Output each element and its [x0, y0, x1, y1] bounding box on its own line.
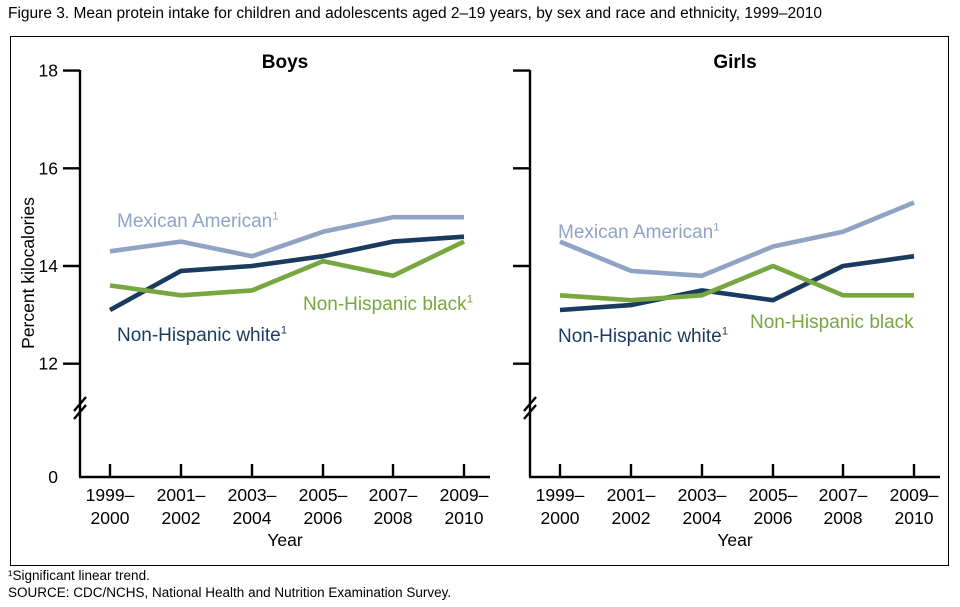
chart-frame: [10, 36, 949, 566]
x-tick-label: 2001–: [607, 485, 656, 505]
x-tick-label: 2006: [754, 508, 793, 528]
x-tick-label: 2005–: [299, 485, 348, 505]
x-tick-label: 2008: [374, 508, 413, 528]
girls-non-hispanic-black-line: [559, 263, 914, 303]
x-tick-label: 2005–: [749, 485, 798, 505]
girls-non-hispanic-white-line: [559, 253, 915, 313]
x-tick-label: 2009–: [890, 485, 939, 505]
y-tick-label: 16: [39, 158, 58, 178]
figure-title: Figure 3. Mean protein intake for childr…: [8, 5, 822, 22]
girls-mexican-american-label: Mexican American1: [558, 221, 720, 243]
x-tick-label: 2000: [541, 508, 580, 528]
x-tick-label: 2009–: [440, 485, 489, 505]
boys-non-hispanic-black-label: Non-Hispanic black1: [303, 293, 474, 315]
x-tick-label: 2003–: [678, 485, 727, 505]
y-tick-label: 14: [39, 256, 59, 276]
boys-mexican-american-line: [109, 214, 464, 259]
x-tick-label: 2008: [824, 508, 863, 528]
x-tick-label: 2007–: [369, 485, 418, 505]
axis-break-mark: [523, 396, 537, 412]
panel-title-boys: Boys: [261, 52, 309, 73]
boys-non-hispanic-white-line: [108, 234, 465, 313]
y-tick-label: 18: [39, 61, 58, 81]
x-tick-label: 2002: [612, 508, 651, 528]
x-tick-label: 2010: [445, 508, 484, 528]
x-tick-label: 1999–: [536, 485, 585, 505]
axis-break-mark: [73, 396, 87, 412]
y-axis-title: Percent kilocalories: [18, 197, 38, 349]
y-tick-label: 0: [48, 467, 58, 487]
x-tick-label: 2000: [91, 508, 130, 528]
x-tick-label: 2001–: [157, 485, 206, 505]
footnote-source: SOURCE: CDC/NCHS, National Health and Nu…: [8, 585, 452, 600]
boys-non-hispanic-black-line: [109, 239, 465, 298]
boys-non-hispanic-white-label: Non-Hispanic white1: [117, 324, 288, 346]
x-axis-title: Year: [267, 530, 303, 550]
x-tick-label: 2007–: [819, 485, 868, 505]
y-tick-label: 12: [39, 354, 58, 374]
boys-mexican-american-label: Mexican American1: [117, 210, 279, 232]
x-tick-label: 2002: [162, 508, 201, 528]
footnote-significant-trend: ¹Significant linear trend.: [8, 568, 150, 583]
panel-title-girls: Girls: [713, 52, 757, 73]
girls-non-hispanic-white-label: Non-Hispanic white1: [558, 325, 729, 347]
girls-non-hispanic-black-label: Non-Hispanic black: [750, 312, 914, 333]
x-tick-label: 1999–: [86, 485, 135, 505]
axis-break-mark: [73, 404, 87, 420]
x-tick-label: 2003–: [228, 485, 277, 505]
x-axis-title: Year: [717, 530, 753, 550]
chart-canvas: 18 16 14 12 0 1999– 2000 2001– 2002 2003– 2004 2005…: [18, 61, 940, 550]
x-tick-label: 2004: [683, 508, 722, 528]
girls-mexican-american-line: [559, 200, 915, 279]
axis-break-mark: [523, 404, 537, 420]
x-tick-label: 2006: [304, 508, 343, 528]
x-tick-label: 2010: [895, 508, 934, 528]
x-tick-label: 2004: [233, 508, 272, 528]
